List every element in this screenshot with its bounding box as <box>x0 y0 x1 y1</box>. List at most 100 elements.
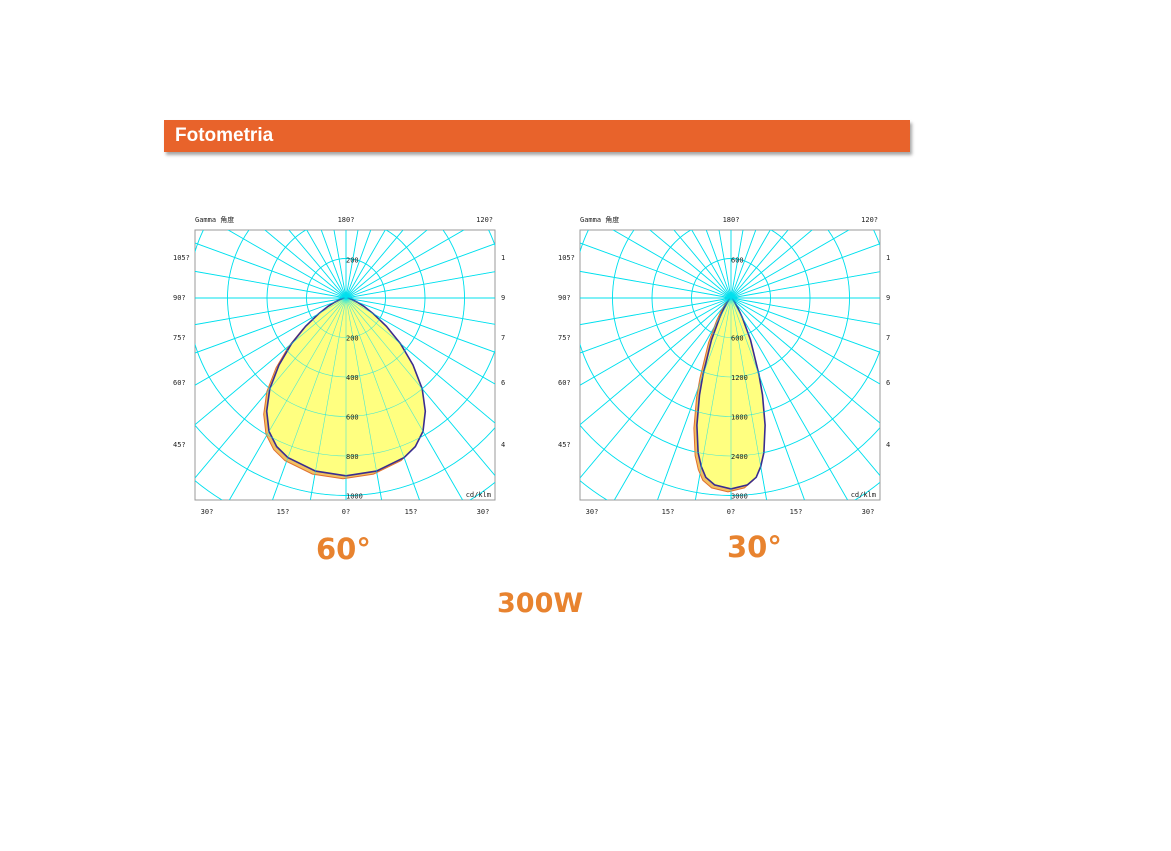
grid-radial-overlay <box>345 297 382 500</box>
angle-label-left: 105? <box>173 254 190 262</box>
angle-label-right: 105? <box>501 254 505 262</box>
radial-label: 1800 <box>731 414 748 422</box>
grid-radial-overlay <box>195 242 347 299</box>
angle-label-bottom: 30? <box>586 508 599 516</box>
radial-label: 200 <box>346 335 359 343</box>
radial-label: 600 <box>731 257 744 265</box>
grid-radial-overlay <box>345 230 404 299</box>
polar-chart-30: 600 600 1200 1800 2400 3000 Gamma 角度 180? 120? 10… <box>558 215 890 516</box>
grid-radial-overlay <box>730 297 880 353</box>
grid-radial-overlay <box>345 297 420 500</box>
angle-label-left: 105? <box>558 254 575 262</box>
angle-label-top: 120? <box>476 216 493 224</box>
grid-radial-overlay <box>345 297 495 353</box>
grid-radial-overlay <box>730 243 880 299</box>
grid-radial-overlay <box>345 243 495 299</box>
grid-radial-overlay <box>345 271 495 299</box>
grid-radial-overlay <box>227 230 347 299</box>
grid-radial-overlay <box>345 230 428 299</box>
grid-radial-overlay <box>657 297 732 500</box>
beam-angle-label-60: 60° <box>316 532 371 566</box>
grid-radial-overlay <box>195 297 347 386</box>
angle-label-bottom: 30? <box>201 508 214 516</box>
grid-radial-overlay <box>730 297 880 424</box>
grid-radial-overlay <box>730 230 813 299</box>
unit-label: cd/klm <box>851 491 876 499</box>
angle-label-right: 105? <box>886 254 890 262</box>
grid-radial-overlay <box>345 297 495 477</box>
section-title: Fotometria <box>175 125 274 146</box>
grid-radial-overlay <box>614 297 732 500</box>
angle-label-left: 45? <box>558 441 571 449</box>
radial-label: 600 <box>346 414 359 422</box>
grid-radial-overlay <box>272 297 347 500</box>
angle-label-bottom: 0? <box>727 508 735 516</box>
plot-area <box>580 230 880 500</box>
grid-radial-overlay <box>264 230 347 299</box>
angle-label-bottom: 0? <box>342 508 350 516</box>
grid-radial-overlay <box>730 230 789 299</box>
radial-label: 3000 <box>731 493 748 501</box>
radial-label: 400 <box>346 374 359 382</box>
grid-radial-overlay <box>730 297 805 500</box>
grid-radial-overlay <box>730 297 880 385</box>
grid-radial-overlay <box>612 230 732 299</box>
angle-label-bottom: 15? <box>790 508 803 516</box>
radial-label: 1000 <box>346 493 363 501</box>
grid-radial-overlay <box>695 297 732 500</box>
grid-radial-overlay <box>345 297 463 500</box>
grid-radial-overlay <box>580 297 732 479</box>
grid-radial-overlay <box>580 271 732 299</box>
grid-radial-overlay <box>288 230 347 299</box>
angle-label-bottom: 30? <box>862 508 875 516</box>
grid-radial-overlay <box>673 230 732 299</box>
angle-label-bottom: 15? <box>405 508 418 516</box>
grid-radial-overlay <box>195 297 347 354</box>
grid-radial-overlay <box>345 297 495 424</box>
grid-radial-overlay <box>195 297 347 426</box>
grid-radial-overlay <box>730 297 767 500</box>
grid-radial-overlay <box>580 297 732 325</box>
angle-label-left: 90? <box>558 294 571 302</box>
grid-radial-overlay <box>730 230 850 299</box>
grid-radial-overlay <box>195 297 347 325</box>
grid-radial-overlay <box>195 271 347 299</box>
angle-label-left: 45? <box>173 441 186 449</box>
section-header-banner: Fotometria <box>164 120 910 152</box>
grid-radial-overlay <box>730 271 880 299</box>
plot-area <box>195 230 495 500</box>
angle-label-right: 45? <box>501 441 505 449</box>
radial-label: 1200 <box>731 374 748 382</box>
angle-label-left: 60? <box>173 379 186 387</box>
beam-angle-label-30: 30° <box>727 530 782 564</box>
grid-radial-overlay <box>580 242 732 299</box>
grid-radial-overlay <box>580 297 732 386</box>
angle-label-left: 60? <box>558 379 571 387</box>
polar-chart-60: 200 200 400 600 800 1000 Gamma 角度 180? 120? 105? 9… <box>173 215 505 516</box>
grid-radial-overlay <box>345 297 495 325</box>
power-label: 300W <box>497 588 584 619</box>
angle-label-bottom: 15? <box>277 508 290 516</box>
angle-label-right: 45? <box>886 441 890 449</box>
angle-label-left: 75? <box>173 334 186 342</box>
grid-radial-overlay <box>649 230 732 299</box>
radial-label: 600 <box>731 335 744 343</box>
radial-label: 800 <box>346 453 359 461</box>
unit-label: cd/klm <box>466 491 491 499</box>
angle-label-right: 90º <box>501 294 505 302</box>
grid-radial-overlay <box>195 297 347 479</box>
grid-radial-overlay <box>730 297 880 325</box>
angle-label-bottom: 15? <box>662 508 675 516</box>
angle-label-right: 75? <box>501 334 505 342</box>
grid-radial-overlay <box>730 297 880 477</box>
grid-radial-overlay <box>580 297 732 426</box>
grid-radial-overlay <box>345 297 495 385</box>
angle-label-left: 75? <box>558 334 571 342</box>
grid-radial-overlay <box>345 230 465 299</box>
angle-label-right: 60? <box>886 379 890 387</box>
gamma-angle-label: Gamma 角度 <box>580 215 619 224</box>
angle-label-left: 90? <box>173 294 186 302</box>
gamma-angle-label: Gamma 角度 <box>195 215 234 224</box>
angle-label-top: 180? <box>723 216 740 224</box>
angle-label-top: 180? <box>338 216 355 224</box>
